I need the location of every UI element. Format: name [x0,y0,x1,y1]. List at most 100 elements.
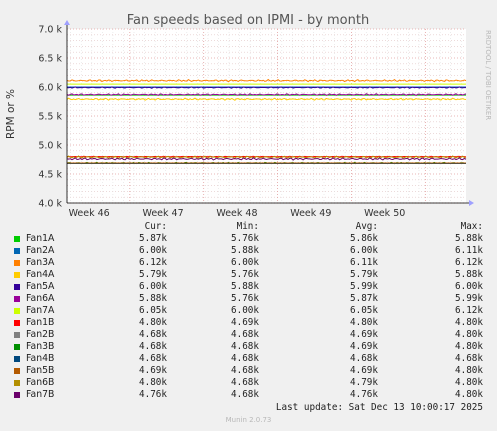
legend-min: 6.00k [231,305,259,316]
legend-name: Fan6B [26,377,55,388]
x-tick-label: Week 48 [216,208,257,219]
y-tick-label: 5.0 k [38,141,62,152]
legend-avg: 4.69k [350,365,378,376]
legend-avg: 4.80k [350,317,378,328]
legend-cur: 6.00k [139,281,167,292]
legend-cur: 4.68k [139,341,167,352]
legend-max: 4.80k [455,317,483,328]
legend-row: Fan7B 4.76k 4.68k 4.76k 4.80k [0,389,497,401]
y-tick-label: 6.5 k [38,54,62,65]
legend-row: Fan1B 4.80k 4.69k 4.80k 4.80k [0,317,497,329]
legend-min: 5.76k [231,293,259,304]
legend-swatch [14,296,20,302]
legend-max: 4.68k [455,353,483,364]
x-axis-arrow [469,200,474,206]
legend-swatch [14,344,20,350]
legend-swatch [14,392,20,398]
legend-swatch [14,248,20,254]
legend-row: Fan7A 6.05k 6.00k 6.05k 6.12k [0,305,497,317]
rrdtool-credit: RRDTOOL / TOBI OETIKER [484,30,492,120]
legend-avg: 5.86k [350,233,378,244]
legend-name: Fan5A [26,281,55,292]
header-cur: Cur: [144,221,167,232]
legend-swatch [14,272,20,278]
legend-row: Fan4B 4.68k 4.68k 4.68k 4.68k [0,353,497,365]
legend-row: Fan5A 6.00k 5.88k 5.99k 6.00k [0,281,497,293]
legend-swatch [14,356,20,362]
legend-max: 4.80k [455,377,483,388]
legend-name: Fan2A [26,245,55,256]
legend-min: 5.76k [231,233,259,244]
legend-cur: 4.69k [139,365,167,376]
legend-avg: 6.11k [350,257,378,268]
legend-swatch [14,368,20,374]
legend-name: Fan4A [26,269,55,280]
legend-swatch [14,236,20,242]
legend-max: 5.99k [455,293,483,304]
header-avg: Avg: [355,221,378,232]
y-tick-label: 6.0 k [38,83,62,94]
legend-cur: 5.87k [139,233,167,244]
legend-swatch [14,320,20,326]
series-line-fan4a [66,97,467,101]
legend-min: 4.68k [231,365,259,376]
header-max: Max: [460,221,483,232]
legend-cur: 4.80k [139,377,167,388]
legend-min: 4.68k [231,353,259,364]
legend-name: Fan3A [26,257,55,268]
legend-row: Fan6A 5.88k 5.76k 5.87k 5.99k [0,293,497,305]
legend-max: 4.80k [455,341,483,352]
legend-max: 6.12k [455,305,483,316]
legend-row: Fan2B 4.68k 4.68k 4.69k 4.80k [0,329,497,341]
series-line-fan7b [66,157,467,161]
legend-min: 5.76k [231,269,259,280]
legend-min: 4.68k [231,329,259,340]
legend-name: Fan1A [26,233,55,244]
legend-row: Fan3A 6.12k 6.00k 6.11k 6.12k [0,257,497,269]
chart: Fan speeds based on IPMI - by month RPM … [5,13,492,219]
legend-avg: 4.76k [350,389,378,400]
series-line-fan3a [66,78,467,83]
legend-cur: 5.88k [139,293,167,304]
legend-name: Fan7B [26,389,55,400]
series-line-fan5a [66,86,467,89]
legend-cur: 6.00k [139,245,167,256]
munin-version: Munin 2.0.73 [225,416,272,424]
x-tick-label: Week 50 [364,208,405,219]
x-tick-label: Week 49 [290,208,331,219]
legend-min: 5.88k [231,245,259,256]
legend-avg: 5.87k [350,293,378,304]
legend-row: Fan3B 4.68k 4.68k 4.69k 4.80k [0,341,497,353]
legend-cur: 5.79k [139,269,167,280]
legend-avg: 4.68k [350,353,378,364]
legend-min: 4.68k [231,377,259,388]
legend-name: Fan2B [26,329,55,340]
y-tick-label: 5.5 k [38,112,62,123]
legend-min: 5.88k [231,281,259,292]
y-axis-label: RPM or % [5,89,17,139]
x-tick-label: Week 46 [69,208,110,219]
legend-max: 5.88k [455,233,483,244]
legend-name: Fan1B [26,317,55,328]
plot-area: 4.0 k 4.5 k 5.0 k 5.5 k 6.0 k 6.5 k 7.0 k Week … [38,20,474,219]
legend-cur: 4.76k [139,389,167,400]
legend-min: 4.68k [231,341,259,352]
last-update: Last update: Sat Dec 13 10:00:17 2025 [275,402,483,413]
y-tick-label: 7.0 k [38,25,62,36]
legend-row: Fan2A 6.00k 5.88k 6.00k 6.11k [0,245,497,257]
legend-name: Fan5B [26,365,55,376]
legend-cur: 4.68k [139,329,167,340]
header-min: Min: [236,221,259,232]
legend-max: 4.80k [455,389,483,400]
legend-avg: 5.99k [350,281,378,292]
legend-name: Fan4B [26,353,55,364]
legend-max: 6.00k [455,281,483,292]
legend-name: Fan6A [26,293,55,304]
legend-cur: 6.05k [139,305,167,316]
legend: Cur: Min: Avg: Max: Fan1A 5.87k 5.76k 5.86k… [0,221,497,401]
series-line-fan6a [66,93,467,97]
legend-min: 6.00k [231,257,259,268]
legend-min: 4.69k [231,317,259,328]
legend-max: 6.11k [455,245,483,256]
legend-swatch [14,260,20,266]
